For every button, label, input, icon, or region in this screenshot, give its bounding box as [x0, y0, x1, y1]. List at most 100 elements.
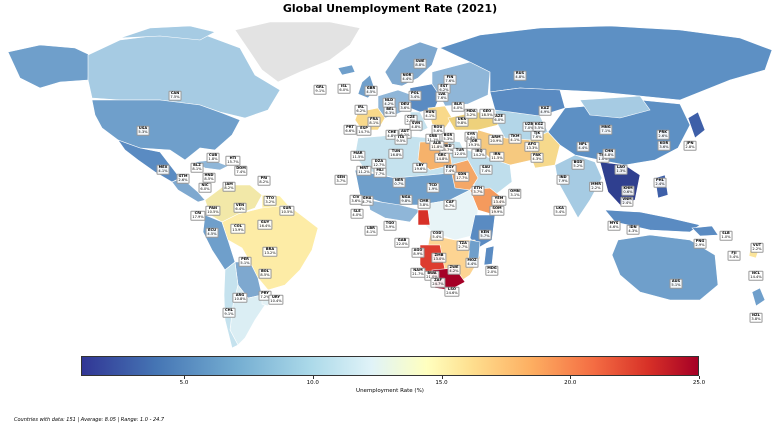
country-value: 18.5%	[481, 113, 493, 117]
country-label-mex: MEX 4.1%	[156, 164, 170, 176]
country-label-deu: DEU 3.6%	[398, 101, 412, 113]
country-value: 4.1%	[510, 138, 520, 142]
colorbar	[81, 356, 699, 376]
country-label-col: COL 13.9%	[230, 223, 246, 235]
country-label-mar: MAR 11.5%	[350, 150, 366, 162]
country-label-arm: ARM 20.9%	[488, 134, 504, 146]
country-label-lbr: LBR 4.1%	[364, 225, 378, 237]
country-value: 0.6%	[623, 190, 633, 194]
country-value: 4.8%	[387, 134, 397, 138]
country-value: 8.4%	[466, 136, 475, 140]
country-code: KEN	[480, 230, 490, 235]
region-korea-japan	[687, 111, 706, 139]
country-value: 14.8%	[436, 157, 448, 161]
region-new-zealand	[751, 287, 766, 307]
country-value: 13.3%	[526, 146, 538, 150]
country-code: MKD	[442, 144, 452, 149]
country-value: 17.7%	[456, 176, 468, 180]
country-label-mys: MYS 4.6%	[607, 220, 621, 232]
country-value: 7.6%	[437, 96, 447, 100]
country-value: 24.6%	[446, 291, 458, 295]
country-code: LKA	[556, 206, 564, 211]
country-value: 11.5%	[352, 155, 364, 159]
country-code: BGD	[573, 160, 583, 165]
colorbar-tick-mark	[570, 376, 571, 379]
country-label-swe: SWE 8.8%	[413, 58, 427, 70]
colorbar-tick-mark	[184, 376, 185, 379]
country-value: 6.4%	[235, 207, 245, 211]
country-code: NLD	[384, 98, 394, 103]
country-code: IRL	[357, 105, 365, 110]
country-value: 4.8%	[411, 125, 421, 129]
country-label-aze: AZE 6.0%	[492, 113, 506, 125]
country-value: 4.2%	[449, 269, 459, 273]
country-label-civ: CIV 3.6%	[349, 194, 363, 206]
country-value: 14.7%	[358, 130, 370, 134]
country-code: ROU	[433, 125, 443, 130]
country-value: 8.8%	[415, 63, 425, 67]
country-label-dom: DOM 7.4%	[234, 165, 248, 177]
country-code: MLI	[376, 168, 384, 173]
country-code: CAF	[446, 200, 454, 205]
country-code: TCD	[428, 183, 438, 188]
country-label-jor: JOR 19.3%	[466, 138, 482, 150]
country-label-geo: GEO 18.5%	[479, 108, 495, 120]
country-label-moz: MOZ 4.4%	[465, 257, 479, 269]
country-label-lva: LVA 7.6%	[435, 91, 449, 103]
country-value: 24.7%	[432, 282, 444, 286]
country-code: SLB	[722, 231, 730, 236]
country-code: VEN	[235, 203, 245, 208]
country-label-ven: VEN 6.4%	[233, 202, 247, 214]
colorbar-tick-label: 15.0	[435, 380, 448, 386]
country-code: BLR	[454, 102, 462, 107]
country-label-mrt: MRT 11.2%	[356, 165, 372, 177]
country-value: 13.4%	[493, 200, 505, 204]
country-code: TKM	[510, 134, 520, 139]
country-value: 1.9%	[428, 187, 438, 191]
country-label-mdg: MDG 2.0%	[485, 265, 499, 277]
country-label-mda: MDA 3.2%	[464, 108, 478, 120]
country-label-ncl: NCL 14.4%	[748, 270, 764, 282]
country-value: 3.7%	[473, 190, 483, 194]
country-code: SAU	[481, 165, 491, 170]
country-label-bra: BRA 13.2%	[262, 246, 278, 258]
country-code: PER	[241, 257, 249, 262]
country-value: 11.2%	[358, 170, 370, 174]
country-label-vut: VUT 2.2%	[750, 242, 764, 254]
country-label-zwe: ZWE 4.2%	[447, 264, 461, 276]
country-label-chl: CHL 9.1%	[222, 307, 236, 319]
country-value: 4.5%	[366, 90, 376, 94]
country-value: 19.3%	[468, 143, 480, 147]
country-value: 7.4%	[481, 169, 491, 173]
region-madagascar	[483, 245, 495, 266]
country-code: SDN	[457, 172, 467, 177]
country-label-phl: PHL 2.4%	[653, 177, 667, 189]
country-label-chn: CHN 4.8%	[602, 148, 616, 160]
country-code: DOM	[236, 166, 246, 171]
country-label-esp: ESP 14.7%	[356, 125, 372, 137]
country-value: 2.8%	[685, 145, 695, 149]
country-code: OMN	[510, 189, 520, 194]
country-value: 5.2%	[573, 164, 583, 168]
country-code: SRB	[428, 134, 438, 139]
country-code: PRT	[346, 125, 354, 130]
country-label-npl: NPL 4.4%	[576, 141, 590, 153]
country-code: MYS	[609, 221, 619, 226]
country-code: NGA	[401, 195, 411, 200]
country-value: 7.4%	[445, 169, 455, 173]
country-label-arg: ARG 10.8%	[232, 292, 248, 304]
country-label-mng: MNG 7.1%	[599, 124, 613, 136]
country-code: ARG	[235, 293, 245, 298]
country-label-usa: USA 5.3%	[136, 125, 150, 137]
country-code: MOZ	[467, 258, 477, 263]
country-code: FJI	[731, 251, 737, 256]
country-label-lso: LSO 24.6%	[444, 286, 460, 298]
country-label-alb: ALB 11.8%	[429, 140, 445, 152]
country-value: 9.1%	[224, 312, 234, 316]
footer-note: Countries with data: 151 | Average: 8.05…	[14, 417, 165, 423]
country-label-hnd: HND 8.5%	[202, 172, 216, 184]
country-code: TUN	[391, 149, 401, 154]
country-value: 8.9%	[413, 252, 423, 256]
country-code: KHM	[623, 186, 633, 191]
country-code: GEO	[482, 109, 492, 114]
